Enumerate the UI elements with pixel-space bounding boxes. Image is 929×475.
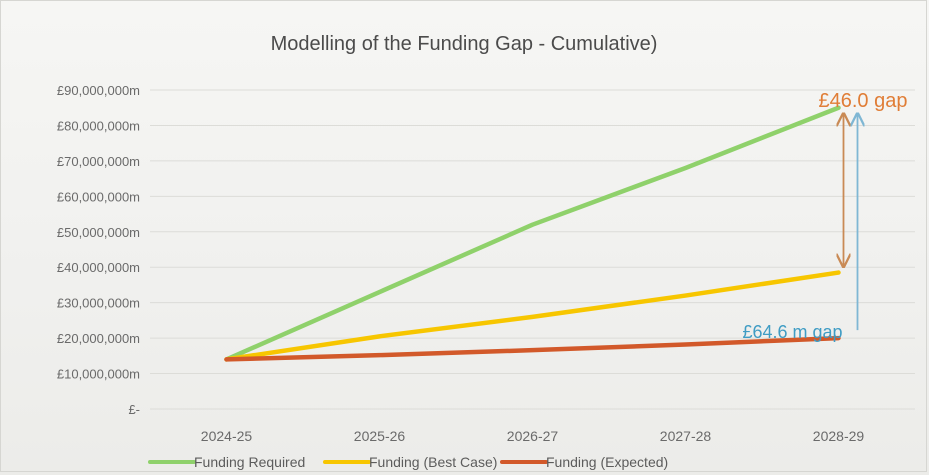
legend: Funding Required Funding (Best Case) Fundi… [148,454,668,470]
series-line [224,105,841,362]
x-tick-label: 2024-25 [201,428,253,444]
gridlines [150,89,915,410]
gap-annotations: £46.0 gap £64.6 m gap [743,90,908,342]
y-tick-label: £60,000,000m [57,189,140,204]
y-tick-label: £80,000,000m [57,118,140,133]
y-tick-label: £10,000,000m [57,367,140,382]
y-tick-label: £70,000,000m [57,154,140,169]
series-lines [224,105,841,362]
series-line [224,335,841,362]
x-tick-label: 2027-28 [660,428,712,444]
x-tick-label: 2025-26 [354,428,406,444]
x-tick-label: 2026-27 [507,428,559,444]
y-tick-label: £20,000,000m [57,331,140,346]
legend-label: Funding Required [194,454,305,470]
series-line [224,270,841,362]
legend-label: Funding (Best Case) [369,454,497,470]
y-axis-tick-labels: £- £10,000,000m £20,000,000m £30,000,000m £4… [57,83,140,417]
y-tick-label: £40,000,000m [57,260,140,275]
y-tick-label: £- [128,402,140,417]
y-tick-label: £90,000,000m [57,83,140,98]
x-axis-tick-labels: 2024-25 2025-26 2026-27 2027-28 2028-29 [201,428,865,444]
x-tick-label: 2028-29 [813,428,865,444]
chart-title: Modelling of the Funding Gap - Cumulativ… [271,33,658,55]
legend-label: Funding (Expected) [546,454,668,470]
y-tick-label: £50,000,000m [57,225,140,240]
y-tick-label: £30,000,000m [57,296,140,311]
gap-label-best-case: £46.0 gap [819,90,908,112]
gap-label-expected: £64.6 m gap [743,322,843,342]
